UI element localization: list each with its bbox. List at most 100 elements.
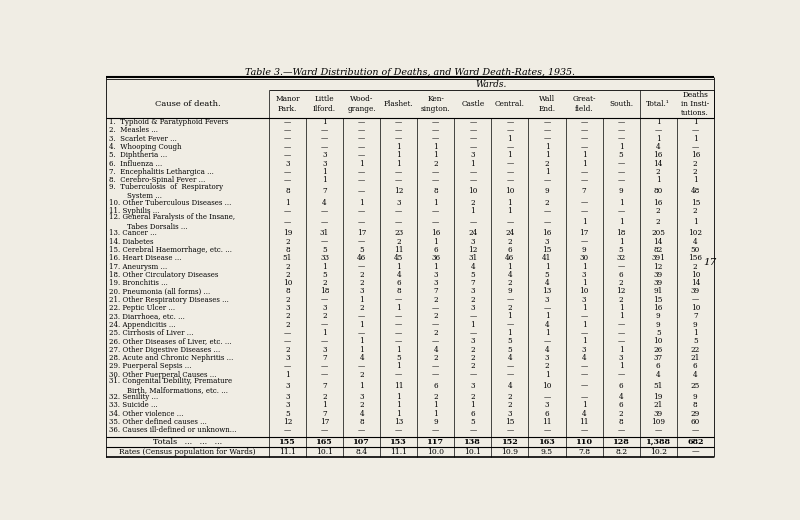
Text: —: —: [581, 143, 588, 151]
Text: 12: 12: [282, 418, 292, 426]
Text: —: —: [618, 263, 625, 270]
Text: 3: 3: [470, 288, 475, 295]
Text: —: —: [506, 168, 514, 176]
Text: 11: 11: [579, 418, 589, 426]
Text: 109: 109: [651, 418, 665, 426]
Text: —: —: [321, 238, 328, 245]
Text: —: —: [581, 126, 588, 134]
Text: 7: 7: [322, 382, 327, 389]
Text: —: —: [395, 176, 402, 184]
Text: 2: 2: [619, 296, 623, 304]
Text: 3: 3: [470, 151, 475, 159]
Text: —: —: [470, 426, 477, 434]
Text: —: —: [506, 218, 514, 226]
Text: Wood-
grange.: Wood- grange.: [347, 95, 376, 112]
Text: 3: 3: [545, 401, 550, 409]
Text: 4: 4: [507, 354, 512, 362]
Text: 2: 2: [434, 393, 438, 401]
Text: —: —: [506, 160, 514, 167]
Text: 153: 153: [390, 438, 407, 446]
Text: —: —: [395, 329, 402, 337]
Text: 8: 8: [619, 418, 623, 426]
Text: 15: 15: [542, 246, 552, 254]
Text: Wards.: Wards.: [476, 80, 507, 89]
Text: —: —: [395, 296, 402, 304]
Text: —: —: [470, 176, 477, 184]
Text: 13: 13: [394, 418, 403, 426]
Text: 3: 3: [470, 304, 475, 312]
Text: 2: 2: [434, 354, 438, 362]
Text: 682: 682: [687, 438, 703, 446]
Text: —: —: [581, 313, 588, 320]
Text: 1: 1: [359, 321, 364, 329]
Text: 1: 1: [582, 321, 586, 329]
Text: 33: 33: [320, 254, 329, 262]
Text: 1: 1: [396, 263, 401, 270]
Text: 6: 6: [656, 362, 661, 370]
Text: 1: 1: [618, 143, 623, 151]
Text: —: —: [618, 135, 625, 142]
Text: —: —: [358, 329, 366, 337]
Text: 6: 6: [545, 410, 550, 418]
Text: 12: 12: [654, 263, 663, 270]
Text: —: —: [358, 151, 366, 159]
Text: 1: 1: [322, 168, 327, 176]
Text: 31: 31: [468, 254, 478, 262]
Text: 155: 155: [279, 438, 296, 446]
Text: 5: 5: [285, 410, 290, 418]
Text: 8: 8: [434, 187, 438, 196]
Text: —: —: [543, 176, 550, 184]
Text: —: —: [321, 321, 328, 329]
Text: 1: 1: [322, 176, 327, 184]
Text: 9: 9: [656, 321, 661, 329]
Text: 102: 102: [688, 229, 702, 237]
Text: 4: 4: [693, 371, 698, 379]
Text: 22. Peptic Ulcer ...: 22. Peptic Ulcer ...: [109, 304, 174, 312]
Text: —: —: [395, 337, 402, 345]
Text: —: —: [470, 143, 477, 151]
Text: 16. Heart Disease ...: 16. Heart Disease ...: [109, 254, 181, 262]
Text: 1: 1: [359, 382, 364, 389]
Text: 1: 1: [656, 176, 661, 184]
Text: 39: 39: [654, 410, 662, 418]
Text: —: —: [358, 313, 366, 320]
Text: 1: 1: [396, 143, 401, 151]
Text: 35. Other defined causes ...: 35. Other defined causes ...: [109, 418, 206, 426]
Text: 22: 22: [690, 346, 700, 354]
Text: —: —: [654, 126, 662, 134]
Text: 2: 2: [507, 393, 512, 401]
Text: 1: 1: [396, 151, 401, 159]
Text: —: —: [432, 362, 439, 370]
Text: 4: 4: [656, 143, 661, 151]
Text: 2: 2: [322, 393, 327, 401]
Text: 31: 31: [320, 229, 329, 237]
Text: 2: 2: [507, 238, 512, 245]
Text: —: —: [470, 118, 477, 126]
Text: 138: 138: [465, 438, 482, 446]
Text: —: —: [395, 371, 402, 379]
Text: 10. Other Tuberculous Diseases ...: 10. Other Tuberculous Diseases ...: [109, 199, 231, 206]
Text: 5: 5: [322, 246, 327, 254]
Text: 80: 80: [654, 187, 663, 196]
Text: 5: 5: [619, 151, 623, 159]
Text: 7: 7: [470, 279, 475, 287]
Text: 2: 2: [359, 371, 364, 379]
Text: 2: 2: [285, 238, 290, 245]
Text: 1: 1: [582, 151, 586, 159]
Text: 21. Other Respiratory Diseases ...: 21. Other Respiratory Diseases ...: [109, 296, 229, 304]
Text: 6: 6: [434, 382, 438, 389]
Text: 51: 51: [654, 382, 663, 389]
Text: 12: 12: [617, 288, 626, 295]
Text: —: —: [358, 362, 366, 370]
Text: 2: 2: [693, 207, 698, 215]
Text: 32. Senility ...: 32. Senility ...: [109, 393, 158, 401]
Text: —: —: [432, 321, 439, 329]
Text: 4: 4: [545, 346, 550, 354]
Text: 7: 7: [582, 187, 586, 196]
Text: 2: 2: [619, 410, 623, 418]
Text: 205: 205: [651, 229, 665, 237]
Text: 29. Puerperal Sepsis ...: 29. Puerperal Sepsis ...: [109, 362, 191, 370]
Text: 5: 5: [693, 337, 698, 345]
Text: 41: 41: [542, 254, 552, 262]
Text: 1: 1: [618, 199, 623, 206]
